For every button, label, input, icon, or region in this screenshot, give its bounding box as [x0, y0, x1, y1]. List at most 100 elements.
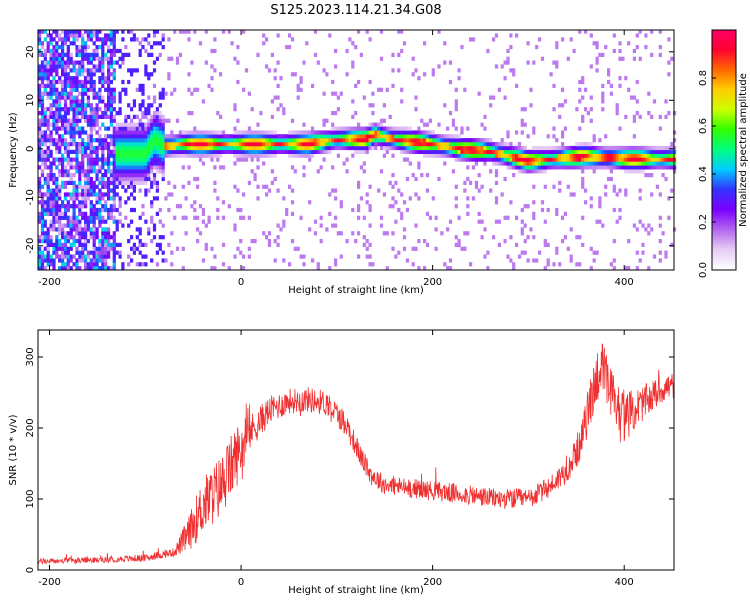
spectrogram-cell — [411, 142, 415, 147]
spectrogram-cell — [342, 134, 346, 139]
spectrogram-cell — [144, 180, 148, 185]
spectrogram-cell — [152, 118, 157, 123]
spectrogram-cell — [282, 258, 286, 263]
spectrogram-cell — [612, 184, 616, 189]
spectrogram-cell — [118, 211, 122, 216]
spectrogram-cell — [155, 180, 159, 185]
spectrogram-cell — [107, 91, 111, 96]
spectrogram-cell — [500, 149, 504, 154]
spectrogram-cell — [38, 153, 42, 158]
spectrogram-cell — [181, 153, 185, 158]
spectrogram-cell — [164, 145, 168, 151]
spectrogram-cell — [632, 157, 636, 162]
spectrogram-cell — [141, 122, 145, 127]
spectrogram-cell — [121, 223, 125, 228]
spectrogram-cell — [63, 64, 68, 69]
spectrogram-cell — [107, 103, 111, 108]
spectrogram-cell — [49, 41, 53, 46]
spectrogram-cell — [615, 192, 619, 197]
spectrogram-cell — [141, 176, 145, 182]
spectrogram-cell — [397, 29, 401, 34]
spectrogram-cell — [540, 153, 545, 158]
spectrogram-cell — [368, 122, 372, 127]
spectrogram-cell — [417, 239, 421, 244]
spectrogram-cell — [38, 239, 42, 244]
spectrogram-cell — [152, 114, 157, 119]
spectrogram-y-tick-label: -10 — [25, 189, 36, 205]
spectrogram-cell — [141, 254, 145, 259]
spectrogram-cell — [52, 52, 56, 57]
spectrogram-cell — [471, 145, 476, 151]
spectrogram-cell — [86, 114, 90, 119]
spectrogram-cell — [561, 134, 565, 139]
spectrogram-cell — [152, 180, 157, 185]
spectrogram-cell — [121, 184, 125, 189]
spectrogram-cell — [221, 215, 226, 220]
spectrogram-cell — [242, 142, 246, 147]
spectrogram-cell — [288, 153, 292, 158]
spectrogram-cell — [391, 184, 395, 189]
spectrogram-cell — [308, 149, 312, 154]
spectrogram-cell — [397, 142, 401, 147]
colorbar-swatch — [712, 216, 736, 219]
spectrogram-cell — [86, 161, 90, 166]
spectrogram-cell — [492, 95, 496, 100]
spectrogram-cell — [92, 48, 96, 54]
spectrogram-cell — [101, 219, 105, 224]
spectrogram-cell — [336, 130, 340, 135]
spectrogram-cell — [552, 126, 556, 131]
spectrogram-cell — [69, 258, 73, 263]
snr-y-axis-label: SNR (10 * v/v) — [8, 414, 19, 485]
spectrogram-cell — [193, 29, 197, 34]
spectrogram-cell — [92, 239, 96, 244]
spectrogram-cell — [641, 157, 645, 162]
spectrogram-cell — [63, 126, 68, 131]
snr-x-tick-label: 0 — [238, 577, 244, 588]
spectrogram-cell — [489, 103, 493, 108]
spectrogram-cell — [144, 37, 148, 42]
spectrogram-cell — [457, 76, 461, 81]
spectrogram-cell — [43, 161, 47, 166]
spectrogram-cell — [170, 153, 174, 158]
spectrogram-cell — [72, 111, 76, 116]
spectrogram-cell — [328, 33, 332, 38]
spectrogram-cell — [598, 52, 602, 57]
spectrogram-cell — [615, 219, 619, 224]
spectrogram-cell — [273, 76, 277, 81]
spectrogram-cell — [506, 145, 510, 151]
spectrogram-cell — [543, 145, 547, 151]
spectrogram-cell — [75, 223, 79, 228]
spectrogram-cell — [46, 138, 50, 143]
spectrogram-y-axis-label: Frequency (Hz) — [8, 112, 19, 188]
spectrogram-cell — [357, 204, 361, 209]
spectrogram-cell — [92, 227, 96, 232]
spectrogram-cell — [132, 142, 136, 147]
spectrogram-cell — [115, 223, 119, 228]
spectrogram-cell — [417, 196, 421, 201]
spectrogram-cell — [236, 138, 240, 143]
spectrogram-cell — [282, 223, 286, 228]
spectrogram-cell — [658, 250, 662, 255]
spectrogram-cell — [127, 173, 131, 178]
spectrogram-cell — [227, 149, 231, 154]
spectrogram-cell — [515, 130, 519, 135]
spectrogram-cell — [368, 103, 372, 108]
spectrogram-cell — [38, 215, 42, 220]
spectrogram-cell — [150, 134, 154, 139]
spectrogram-cell — [641, 223, 645, 228]
spectrogram-cell — [196, 134, 200, 139]
spectrogram-cell — [293, 153, 297, 158]
spectrogram-cell — [457, 215, 461, 220]
spectrogram-cell — [66, 72, 70, 77]
spectrogram-cell — [586, 161, 590, 166]
spectrogram-cell — [92, 246, 96, 251]
spectrogram-cell — [489, 149, 493, 154]
spectrogram-cell — [75, 60, 79, 65]
spectrogram-cell — [213, 48, 217, 54]
spectrogram-cell — [98, 254, 102, 259]
spectrogram-cell — [61, 138, 65, 143]
spectrogram-cell — [72, 196, 76, 201]
spectrogram-cell — [161, 149, 165, 154]
spectrogram-cell — [345, 130, 349, 135]
colorbar-swatch — [712, 132, 736, 135]
